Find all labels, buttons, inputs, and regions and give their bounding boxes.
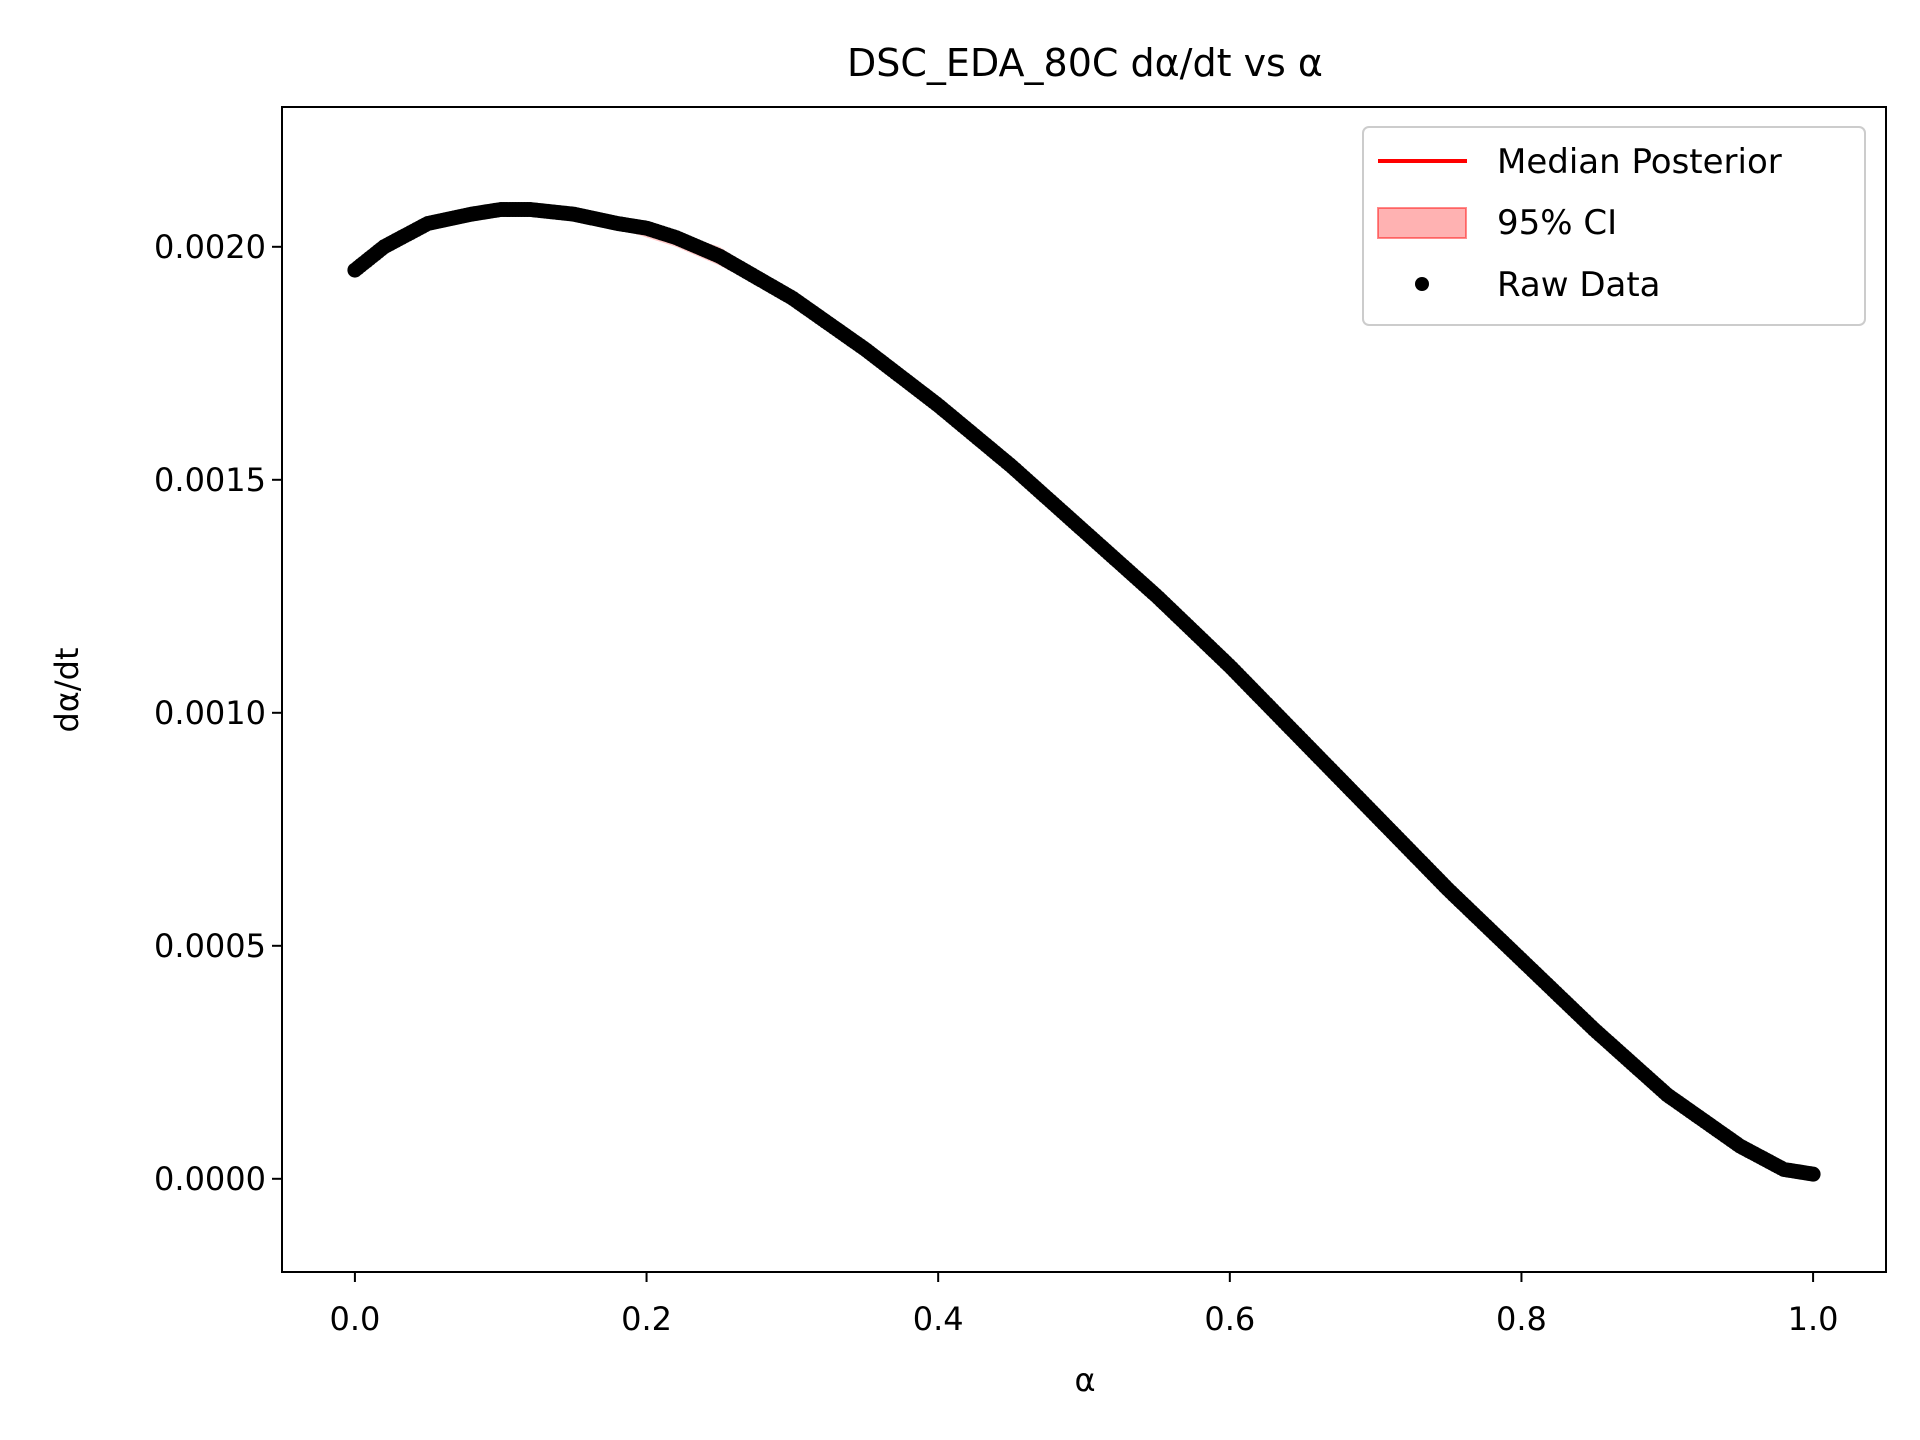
x-tick-label: 0.2 [621,1300,672,1338]
y-tick-label: 0.0020 [154,228,266,266]
x-axis-ticks: 0.0 0.2 0.4 0.6 0.8 1.0 [329,1272,1839,1338]
legend-ci-label: 95% CI [1497,203,1617,243]
y-tick-label: 0.0005 [154,927,266,965]
chart-title: DSC_EDA_80C dα/dt vs α [847,41,1323,85]
legend-raw-label: Raw Data [1497,265,1661,305]
legend-median-label: Median Posterior [1497,142,1782,182]
x-tick-label: 0.4 [913,1300,964,1338]
legend-ci-swatch [1377,207,1467,239]
x-tick-label: 1.0 [1788,1300,1839,1338]
y-axis-ticks: 0.0000 0.0005 0.0010 0.0015 0.0020 [154,228,282,1198]
x-tick-label: 0.8 [1496,1300,1547,1338]
raw-data-point [1805,1166,1821,1182]
y-tick-label: 0.0000 [154,1160,266,1198]
legend: Median Posterior 95% CI Raw Data [1362,126,1866,326]
raw-data-points-layer [347,202,1821,1182]
legend-raw-swatch [1415,277,1429,291]
legend-box [1362,126,1866,326]
x-tick-label: 0.6 [1204,1300,1255,1338]
x-tick-label: 0.0 [329,1300,380,1338]
y-tick-label: 0.0015 [154,461,266,499]
y-tick-label: 0.0010 [154,694,266,732]
y-axis-label: dα/dt [48,647,86,732]
x-axis-label: α [1074,1361,1095,1399]
